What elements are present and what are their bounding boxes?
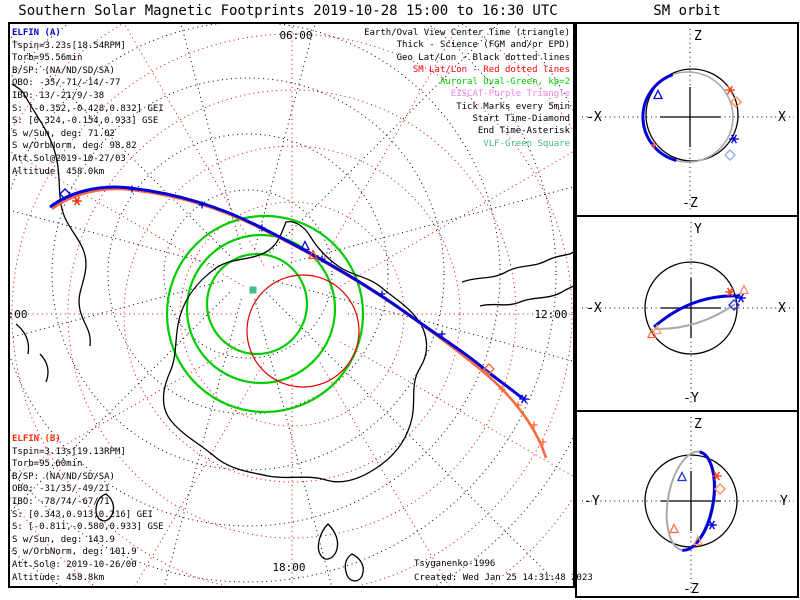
- elfin-b-line: S w/OrbNorm, deg: 101.9: [12, 547, 137, 558]
- south-islands: [95, 493, 364, 582]
- axis-label-top: Z: [694, 29, 702, 44]
- elfin-b-line: Torb=95.60min: [12, 459, 83, 470]
- earth-circle: [645, 68, 739, 162]
- mlt-label-right: 12:00: [534, 308, 567, 321]
- elfin-a-line: Tspin=3.23s[18.54RPM]: [12, 40, 126, 51]
- elfin-a-line: S: [-0.352,-0.428,0.832] GEI: [12, 103, 164, 114]
- south-america-coastline: [11, 83, 91, 347]
- sm-orbit-column: Z -Z -X X Y -Y -X X: [575, 22, 799, 598]
- sm-orbit-panel-xy: Y -Y -X X: [582, 222, 794, 406]
- sm-orbit-panel-yz: Z -Z -Y Y: [582, 417, 794, 597]
- orbit-arc: [653, 303, 736, 331]
- panel-markers: [646, 284, 750, 339]
- elfin-a-line: S w/OrbNorm, deg: 98.82: [12, 141, 137, 152]
- elfin-b-line: B/SP: (NA/ND/SD/SA): [12, 471, 115, 482]
- panel-axis-labels: Z -Z -Y Y: [584, 417, 788, 597]
- sm-pole-circle: [246, 274, 360, 388]
- elfin-a-line: Att.Sol@2019-10-27/03: [12, 153, 126, 164]
- created-label: Created: Wed Jan 25 14:31:48 2023: [414, 572, 593, 583]
- panel-markers: [668, 471, 726, 546]
- science-arc: [682, 450, 716, 552]
- legend-line: Auroral Oval-Green, kp=2: [439, 77, 570, 88]
- panel-axis-labels: Y -Y -X X: [586, 222, 786, 406]
- axis-label-right: X: [778, 301, 786, 316]
- axis-label-left: -Y: [584, 494, 600, 509]
- panel-markers: [650, 85, 742, 161]
- science-arc: [653, 294, 740, 329]
- legend-line: Earth/Oval View Center Time (triangle): [364, 28, 570, 38]
- axis-label-top: Z: [694, 417, 702, 432]
- elfin-a-line: S w/Sun, deg: 71.02: [12, 128, 115, 139]
- map-legend: Earth/Oval View Center Time (triangle) T…: [364, 27, 570, 150]
- elfin-b-line: IBO: -78/74/-67/71: [12, 496, 110, 507]
- earth-circle: [644, 261, 738, 355]
- elfin-b-line: S: [-0.811,-0.580,0.933] GSE: [12, 522, 164, 533]
- science-arc: [641, 73, 677, 162]
- axis-label-left: -X: [586, 110, 602, 125]
- patagonia-islands: [15, 323, 49, 383]
- legend-line: Thick - Science (FGM and/or EPD): [396, 40, 570, 51]
- legend-line: Geo Lat/Lon - Black dotted lines: [396, 52, 570, 63]
- elfin-a-line: S: [0.324,-0.154,0.933] GSE: [12, 116, 159, 127]
- model-label: Tsyganenko-1996: [414, 559, 496, 569]
- auroral-oval: [165, 214, 365, 414]
- elfin-a-title: ELFIN (A): [12, 28, 61, 38]
- legend-line: VLF-Green Square: [483, 138, 570, 149]
- elfin-a-line: Torb=95.56min: [12, 53, 83, 64]
- elfin-b-line: OBO: -31/35/-49/21: [12, 484, 110, 495]
- australia-coastline: [461, 251, 574, 307]
- mlt-labels: 06:00 18:00 12:00 00:00: [0, 29, 568, 574]
- legend-line: Tick Marks every 5min: [456, 101, 570, 112]
- elfin-a-line: OBO: -35/-71/-14/-77: [12, 78, 121, 89]
- elfin-a-line: B/SP: (NA/ND/SD/SA): [12, 65, 115, 76]
- axis-label-right: X: [778, 110, 786, 125]
- panel-axes: [582, 417, 794, 593]
- panel-axes: [582, 222, 794, 405]
- elfin-b-line: Tspin=3.13s[19.13RPM]: [12, 446, 126, 457]
- footprint-markers: [59, 185, 547, 446]
- axis-label-top: Y: [694, 222, 702, 237]
- axis-label-bottom: -Z: [682, 196, 698, 211]
- elfin-b-line: S w/Sun, deg: 143.9: [12, 534, 115, 545]
- panel-divider: [577, 410, 797, 412]
- sm-orbit-panel-xz: Z -Z -X X: [582, 29, 794, 211]
- elfin-b-title: ELFIN (B): [12, 434, 61, 444]
- footprint-tracks: [49, 185, 548, 459]
- legend-line: SM Lat/Lon - Red dotted lines: [412, 64, 570, 75]
- elfin-b-line: Altitude: 458.8km: [12, 572, 105, 583]
- mlt-label-bottom: 18:00: [272, 561, 305, 574]
- axis-label-bottom: -Z: [683, 582, 699, 597]
- footer: Tsyganenko-1996 Created: Wed Jan 25 14:3…: [414, 558, 593, 585]
- coastlines: [11, 83, 574, 582]
- axis-label-right: Y: [780, 494, 788, 509]
- axis-label-bottom: -Y: [683, 391, 699, 406]
- axis-label-left: -X: [586, 301, 602, 316]
- panel-divider: [577, 215, 797, 217]
- panel-axis-labels: Z -Z -X X: [586, 29, 786, 211]
- elfin-a-info: ELFIN (A) Tspin=3.23s[18.54RPM] Torb=95.…: [12, 27, 164, 178]
- elfin-b-line: S: [0.343,0.913,0.216] GEI: [12, 509, 153, 520]
- elfin-b-footprint-track: [51, 187, 548, 459]
- elfin-a-footprint-track: [49, 185, 523, 400]
- legend-line: End Time-Asterisk: [477, 126, 570, 137]
- mlt-label-top: 06:00: [279, 29, 312, 42]
- elfin-a-line: IBO: 13/-21/9/-38: [12, 90, 105, 101]
- elfin-b-line: Att.Sol@: 2019-10-26/00: [12, 559, 137, 570]
- mlt-label-left: 00:00: [10, 308, 28, 321]
- elfin-a-line: Altitude: 458.0km: [12, 166, 105, 177]
- legend-line: EISCAT-Purple Triangle: [450, 89, 570, 100]
- page-title: Southern Solar Magnetic Footprints 2019-…: [18, 3, 558, 19]
- panel-axes: [582, 29, 794, 210]
- elfin-b-info: ELFIN (B) Tspin=3.13s[19.13RPM] Torb=95.…: [12, 433, 164, 584]
- sm-orbit-title: SM orbit: [653, 3, 721, 19]
- antarctica-coastline: [162, 220, 428, 483]
- legend-line: Start Time-Diamond: [472, 114, 570, 125]
